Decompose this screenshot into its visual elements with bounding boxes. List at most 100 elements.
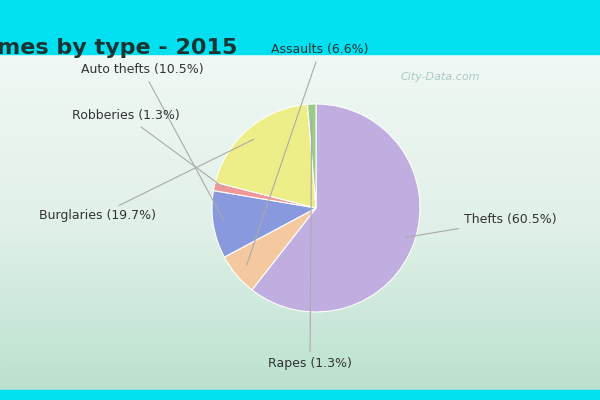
Bar — [0, 305, 600, 308]
Bar — [0, 112, 600, 114]
Bar — [0, 169, 600, 172]
Text: Thefts (60.5%): Thefts (60.5%) — [406, 214, 557, 237]
Text: Auto thefts (10.5%): Auto thefts (10.5%) — [82, 64, 224, 221]
Bar — [0, 66, 600, 68]
Bar — [0, 118, 600, 120]
Bar — [0, 299, 600, 302]
Bar — [0, 143, 600, 146]
Bar — [0, 354, 600, 357]
Bar — [0, 54, 600, 57]
Bar — [0, 394, 600, 397]
Bar — [0, 120, 600, 123]
Bar — [0, 57, 600, 60]
Bar — [0, 195, 600, 198]
Bar — [0, 132, 600, 135]
Bar — [0, 397, 600, 400]
Bar — [0, 290, 600, 293]
Bar — [0, 135, 600, 138]
Text: City-Data.com: City-Data.com — [401, 72, 480, 82]
Bar — [0, 259, 600, 262]
Wedge shape — [252, 104, 420, 312]
Bar — [0, 334, 600, 336]
Bar — [0, 192, 600, 195]
Bar — [0, 129, 600, 132]
Text: Crimes by type - 2015: Crimes by type - 2015 — [0, 38, 238, 58]
Wedge shape — [214, 182, 316, 208]
Bar — [0, 314, 600, 316]
Bar — [0, 368, 600, 371]
Text: Assaults (6.6%): Assaults (6.6%) — [247, 44, 369, 265]
Bar — [0, 285, 600, 288]
Bar — [0, 233, 600, 236]
Bar — [0, 146, 600, 149]
Bar — [0, 374, 600, 377]
Bar — [0, 348, 600, 351]
Bar — [0, 103, 600, 106]
Bar — [0, 293, 600, 296]
Bar — [0, 97, 600, 100]
Bar — [0, 360, 600, 362]
Bar — [0, 74, 600, 77]
Wedge shape — [308, 104, 316, 208]
Bar — [0, 362, 600, 366]
Bar — [0, 253, 600, 256]
Bar — [0, 164, 600, 166]
Bar — [0, 86, 600, 89]
Bar — [0, 247, 600, 250]
Bar — [0, 227, 600, 230]
Bar — [0, 109, 600, 112]
Bar — [0, 267, 600, 270]
Bar — [0, 114, 600, 118]
Bar — [0, 264, 600, 267]
Bar — [0, 216, 600, 218]
Bar — [0, 63, 600, 66]
Bar — [0, 152, 600, 155]
Bar — [0, 181, 600, 184]
Bar — [0, 83, 600, 86]
Bar — [0, 158, 600, 161]
Bar — [0, 149, 600, 152]
Bar — [0, 238, 600, 242]
Bar — [0, 198, 600, 201]
Bar — [0, 236, 600, 238]
Bar — [0, 328, 600, 331]
Bar — [0, 371, 600, 374]
Bar — [0, 386, 600, 388]
Bar — [0, 244, 600, 247]
Bar — [0, 331, 600, 334]
Bar — [0, 161, 600, 164]
Text: Rapes (1.3%): Rapes (1.3%) — [268, 119, 352, 370]
Bar — [0, 342, 600, 345]
Bar — [0, 357, 600, 360]
Bar — [0, 242, 600, 244]
Bar — [0, 302, 600, 305]
Bar — [0, 126, 600, 129]
Bar — [0, 68, 600, 71]
Bar — [0, 71, 600, 74]
Bar — [0, 390, 600, 400]
Bar — [0, 256, 600, 259]
Bar — [0, 308, 600, 311]
Bar — [0, 140, 600, 143]
Bar — [0, 345, 600, 348]
Bar — [0, 172, 600, 175]
Bar — [0, 311, 600, 314]
Wedge shape — [224, 208, 316, 290]
Bar — [0, 77, 600, 80]
Wedge shape — [215, 104, 316, 208]
Bar — [0, 250, 600, 253]
Bar — [0, 100, 600, 103]
Bar — [0, 322, 600, 325]
Bar — [0, 0, 600, 54]
Bar — [0, 282, 600, 285]
Bar — [0, 80, 600, 83]
Bar — [0, 296, 600, 299]
Bar — [0, 175, 600, 178]
Bar — [0, 319, 600, 322]
Bar — [0, 190, 600, 192]
Bar — [0, 212, 600, 216]
Bar — [0, 106, 600, 109]
Bar — [0, 340, 600, 342]
Bar — [0, 207, 600, 210]
Bar — [0, 377, 600, 380]
